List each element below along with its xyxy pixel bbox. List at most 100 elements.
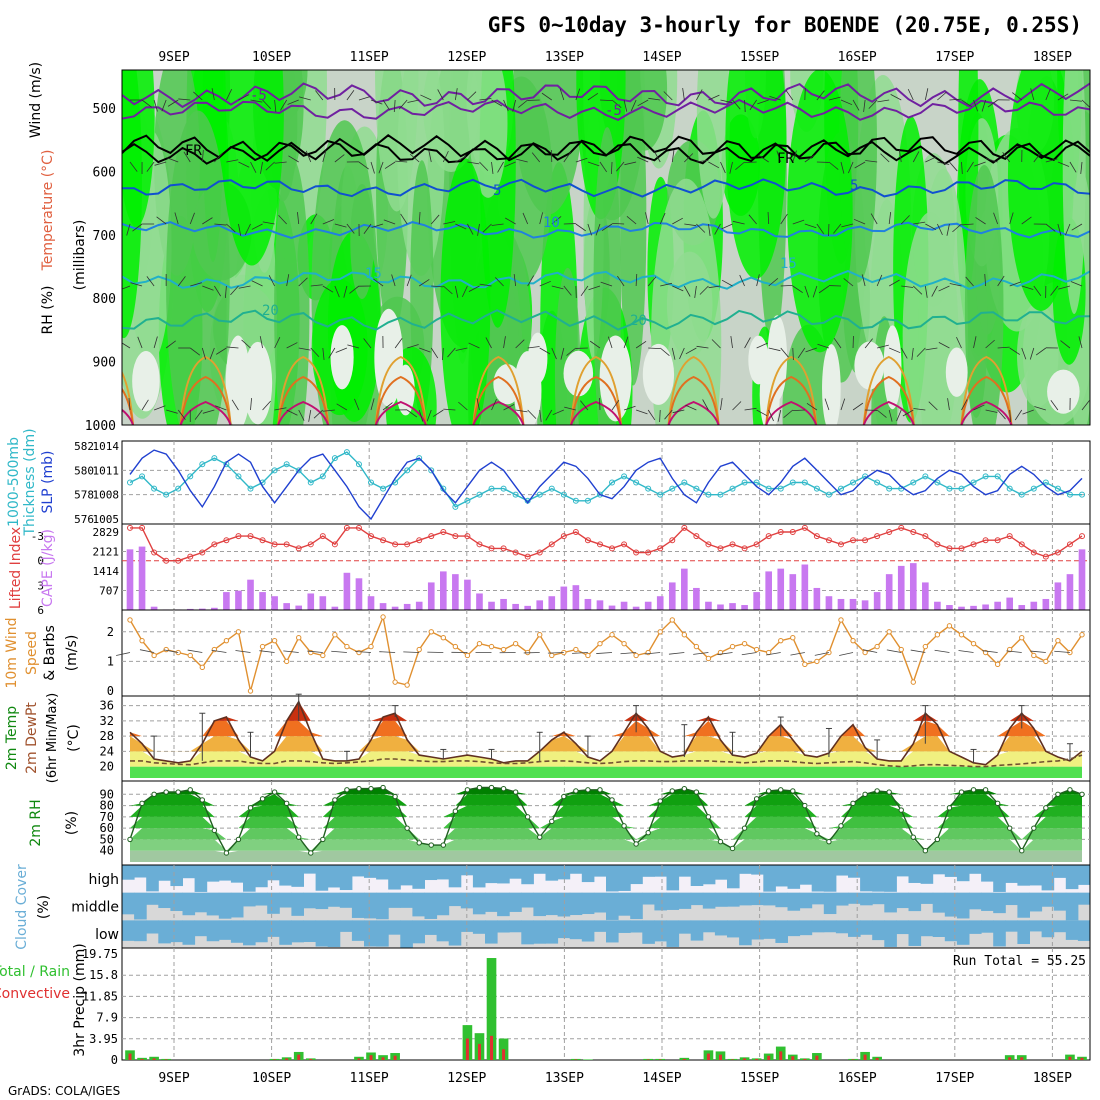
lifted-index-point bbox=[801, 524, 808, 531]
wind-barb bbox=[925, 347, 938, 351]
cloud-cell bbox=[412, 892, 425, 917]
wind-barb bbox=[551, 347, 557, 360]
wind-barb bbox=[901, 285, 914, 288]
cape-bar bbox=[644, 601, 652, 610]
cloud-cell bbox=[134, 892, 147, 920]
isotherm-low bbox=[179, 375, 232, 425]
cloud-cell bbox=[364, 892, 377, 919]
cloud-cell bbox=[642, 865, 655, 877]
rh2m-point bbox=[681, 785, 688, 792]
wind-barb bbox=[566, 347, 577, 356]
wind-barb bbox=[804, 223, 817, 229]
wind-barb-10m bbox=[862, 649, 878, 653]
lifted-index-point bbox=[633, 549, 640, 556]
cape-bar bbox=[331, 606, 339, 610]
wind-barb bbox=[721, 279, 733, 287]
rh2m-point bbox=[356, 785, 362, 792]
upper-frame bbox=[121, 69, 1091, 426]
wind-speed-point bbox=[199, 664, 206, 671]
date-label-bottom: 15SEP bbox=[740, 1071, 779, 1086]
lifted-index-point bbox=[163, 557, 170, 564]
wind-barb bbox=[928, 401, 938, 411]
cloud-cell bbox=[267, 920, 280, 937]
wind-barb bbox=[599, 99, 612, 102]
wind-barb bbox=[937, 91, 947, 101]
lifted-index-point bbox=[922, 533, 929, 540]
cloud-cell bbox=[218, 892, 232, 919]
cloud-cell bbox=[158, 920, 171, 944]
cloud-cell bbox=[291, 892, 304, 916]
wind-speed-point bbox=[573, 646, 579, 653]
cloud-cell bbox=[339, 892, 353, 908]
cloud-cell bbox=[351, 920, 365, 941]
wind-barb bbox=[274, 99, 277, 112]
rh2m-point bbox=[1043, 805, 1049, 811]
rh-ylabel-units: (%) bbox=[64, 811, 80, 835]
wind-barb bbox=[756, 274, 760, 287]
wind-speed-point bbox=[283, 658, 290, 665]
lifted-index-point bbox=[380, 537, 387, 544]
cloud-cell bbox=[654, 920, 667, 942]
precip-conv-bar bbox=[357, 1058, 361, 1060]
cloud-cell bbox=[315, 920, 329, 947]
thickness-point bbox=[428, 467, 435, 474]
cloud-cell bbox=[727, 865, 740, 889]
cloud-cell bbox=[606, 865, 619, 892]
wind-barb bbox=[358, 161, 369, 170]
lifted-index-point bbox=[139, 524, 146, 531]
thickness-point bbox=[645, 485, 652, 492]
wind-barb bbox=[792, 150, 797, 163]
rh2m-point bbox=[380, 784, 386, 791]
cloud-cell bbox=[376, 892, 389, 920]
thickness-point bbox=[1006, 485, 1013, 492]
precip-conv-bar bbox=[875, 1057, 879, 1060]
wind-barb bbox=[505, 217, 516, 225]
cloud-cell bbox=[327, 892, 341, 907]
wind-barb bbox=[768, 347, 781, 352]
cape-bar bbox=[885, 574, 893, 610]
wind-barb-10m bbox=[1030, 650, 1046, 653]
lifted-index-point bbox=[934, 541, 941, 548]
cloud-cell bbox=[932, 920, 946, 937]
precip-conv-bar bbox=[767, 1055, 771, 1060]
date-label-top: 11SEP bbox=[350, 50, 389, 65]
lifted-index-point bbox=[331, 541, 338, 548]
wind-barb bbox=[299, 96, 311, 101]
wind-barb bbox=[262, 99, 272, 110]
cloud-cell bbox=[630, 865, 643, 885]
wind-barb-10m bbox=[307, 650, 323, 653]
isotherm-low bbox=[862, 375, 915, 425]
wind-speed-point bbox=[500, 646, 507, 653]
precip-conv-bar bbox=[743, 1058, 747, 1060]
wind-barb bbox=[322, 285, 334, 293]
dewpoint-line bbox=[130, 754, 1083, 768]
wind-barb bbox=[684, 153, 694, 163]
rh-blob bbox=[623, 70, 668, 151]
wind-barb bbox=[702, 399, 709, 411]
rh2m-point bbox=[561, 793, 567, 800]
pressure-tick: 800 bbox=[93, 292, 116, 307]
wind-barb-10m bbox=[139, 649, 155, 653]
rh2m-point bbox=[1055, 791, 1061, 797]
thickness-tick: 580 bbox=[74, 464, 94, 477]
lifted-index-point bbox=[910, 529, 917, 535]
slp-tick: 1011 bbox=[93, 464, 120, 477]
wind-barb bbox=[491, 398, 497, 411]
cape-bar bbox=[379, 603, 387, 610]
wind-barb-10m bbox=[283, 650, 299, 653]
wind-barb bbox=[732, 220, 745, 225]
thickness-tick: 576 bbox=[74, 513, 94, 526]
cloud-cell bbox=[509, 892, 522, 912]
cloud-cell bbox=[509, 920, 522, 933]
cloud-cell bbox=[714, 865, 728, 880]
wind-barb bbox=[732, 99, 741, 110]
cloud-cell bbox=[739, 865, 752, 874]
rh2m-point bbox=[464, 787, 471, 793]
wind-barb bbox=[1034, 406, 1046, 411]
thickness-point bbox=[355, 461, 362, 468]
cape-bar bbox=[138, 546, 146, 610]
wind-speed-point bbox=[597, 640, 603, 647]
cloud-cell bbox=[848, 892, 861, 904]
cape-bar bbox=[608, 605, 616, 610]
rh2m-point bbox=[826, 838, 832, 845]
